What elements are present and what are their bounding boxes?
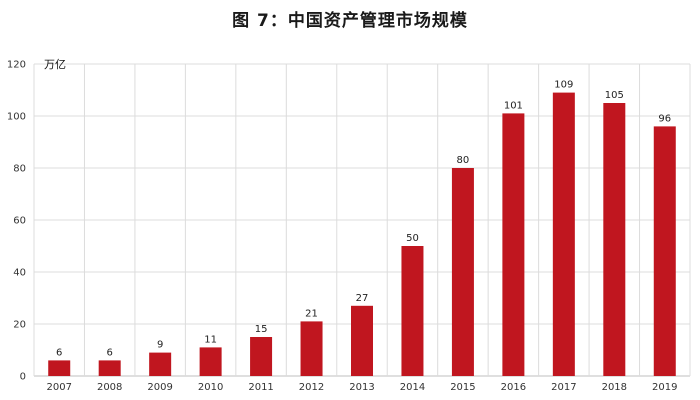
bar-2016 bbox=[502, 113, 525, 377]
x-tick-label: 2008 bbox=[97, 382, 122, 393]
x-tick-label: 2018 bbox=[602, 382, 627, 393]
y-tick-label: 80 bbox=[13, 164, 26, 175]
data-label: 96 bbox=[658, 113, 671, 124]
bar-2012 bbox=[300, 321, 323, 376]
y-tick-label: 40 bbox=[13, 268, 26, 279]
bar-2019 bbox=[653, 126, 676, 377]
data-label: 9 bbox=[157, 340, 163, 351]
data-label: 27 bbox=[356, 293, 369, 304]
bar-2015 bbox=[451, 168, 474, 376]
x-tick-label: 2019 bbox=[652, 382, 677, 393]
bar-2007 bbox=[48, 360, 71, 376]
bar-2013 bbox=[351, 305, 373, 376]
x-tick-label: 2017 bbox=[551, 382, 576, 393]
bar-2018 bbox=[603, 103, 626, 376]
y-axis-ticks: 0 20 40 60 80 100 120 bbox=[7, 60, 26, 383]
bar-2017 bbox=[552, 92, 575, 376]
data-label: 6 bbox=[56, 347, 62, 358]
data-label: 21 bbox=[305, 308, 318, 319]
y-tick-label: 120 bbox=[7, 60, 26, 71]
bar-2014 bbox=[401, 246, 424, 376]
x-tick-label: 2009 bbox=[147, 382, 172, 393]
bar-2009 bbox=[149, 352, 172, 376]
data-label: 105 bbox=[605, 90, 624, 101]
x-tick-label: 2011 bbox=[248, 382, 273, 393]
y-tick-label: 20 bbox=[13, 320, 26, 331]
x-tick-label: 2014 bbox=[400, 382, 425, 393]
y-tick-label: 60 bbox=[13, 216, 26, 227]
data-label: 15 bbox=[255, 324, 268, 335]
y-tick-label: 100 bbox=[7, 112, 26, 123]
x-tick-label: 2016 bbox=[501, 382, 526, 393]
data-labels: 6 6 9 11 15 21 27 50 80 101 109 105 96 bbox=[56, 80, 671, 359]
data-label: 101 bbox=[504, 100, 523, 111]
x-tick-label: 2015 bbox=[450, 382, 475, 393]
bar-2008 bbox=[98, 360, 121, 376]
bars bbox=[48, 92, 676, 377]
data-label: 6 bbox=[107, 347, 113, 358]
data-label: 11 bbox=[204, 334, 217, 345]
y-axis-unit-label: 万亿 bbox=[44, 58, 66, 71]
x-tick-label: 2010 bbox=[198, 382, 223, 393]
x-tick-label: 2007 bbox=[47, 382, 72, 393]
x-tick-label: 2013 bbox=[349, 382, 374, 393]
data-label: 50 bbox=[406, 233, 419, 244]
bar-2010 bbox=[199, 347, 222, 376]
y-tick-label: 0 bbox=[20, 372, 26, 383]
chart-title: 图 7：中国资产管理市场规模 bbox=[232, 11, 468, 31]
x-tick-label: 2012 bbox=[299, 382, 324, 393]
data-label: 109 bbox=[554, 80, 573, 91]
bar-2011 bbox=[250, 337, 273, 376]
data-label: 80 bbox=[457, 155, 470, 166]
x-axis-ticks: 2007 2008 2009 2010 2011 2012 2013 2014 2015 2016… bbox=[47, 382, 678, 393]
gridlines bbox=[33, 63, 691, 377]
